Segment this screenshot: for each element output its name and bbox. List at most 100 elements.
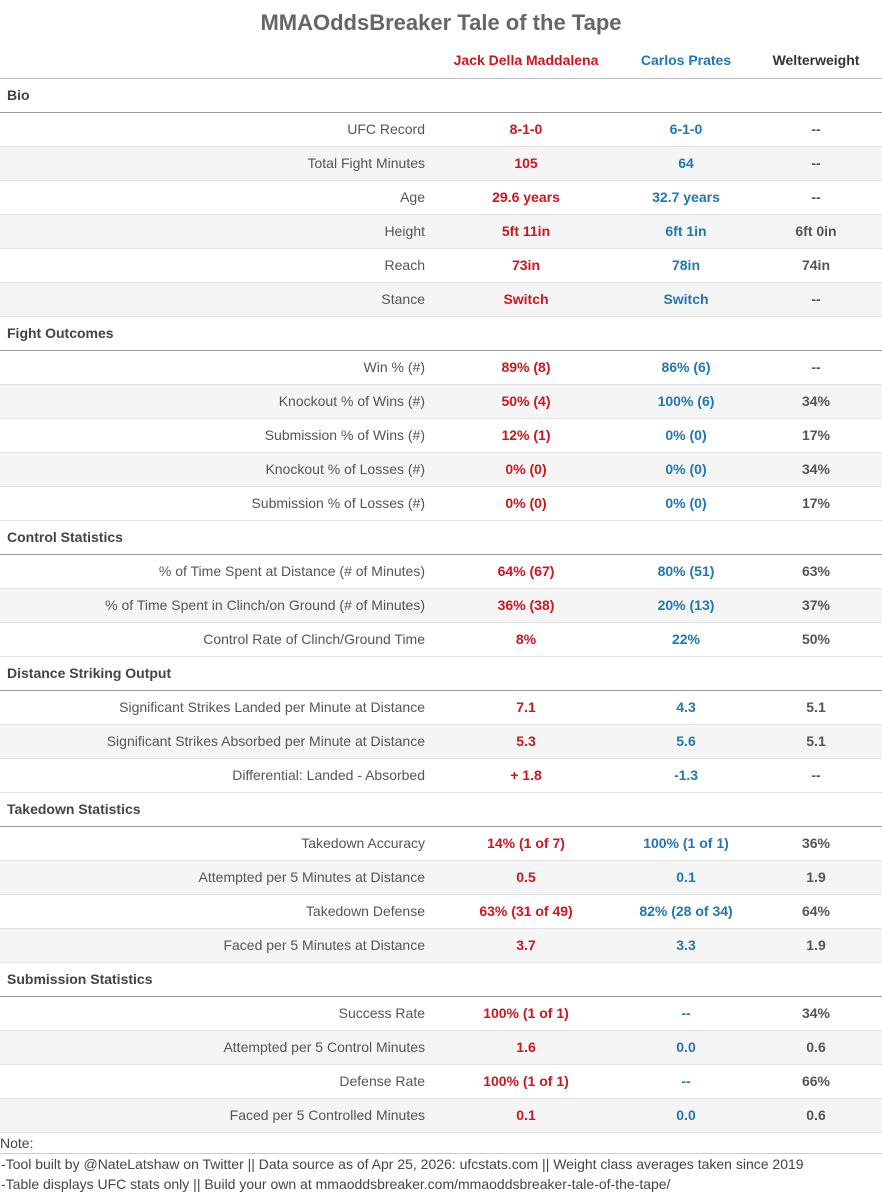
fighter1-value: 8-1-0 bbox=[509, 121, 543, 137]
fighter2-value: 100% (1 of 1) bbox=[643, 835, 729, 851]
row-label: Significant Strikes Landed per Minute at… bbox=[119, 699, 425, 715]
weight-class-average: 6ft 0in bbox=[795, 223, 837, 239]
table-row: Reach 73in 78in 74in bbox=[0, 249, 882, 283]
fighter1-name: Jack Della Maddalena bbox=[453, 52, 599, 68]
table-row: Attempted per 5 Control Minutes 1.6 0.0 0.6 bbox=[0, 1031, 882, 1065]
weight-class-average: 37% bbox=[801, 597, 831, 613]
row-label: Knockout % of Wins (#) bbox=[278, 393, 425, 409]
fighter2-value: 6-1-0 bbox=[669, 121, 703, 137]
weight-class-average: 0.6 bbox=[806, 1039, 826, 1055]
fighter1-value: 1.6 bbox=[516, 1039, 536, 1055]
fighter1-value: 100% (1 of 1) bbox=[483, 1005, 569, 1021]
fighter1-value: 0% (0) bbox=[505, 495, 547, 511]
fighter1-value: 64% (67) bbox=[497, 563, 555, 579]
section-header: Fight Outcomes bbox=[0, 317, 882, 351]
weight-class-average: -- bbox=[811, 155, 821, 171]
weight-class-average: -- bbox=[811, 767, 821, 783]
fighter2-value: -- bbox=[681, 1005, 691, 1021]
fighter1-value: 8% bbox=[515, 631, 537, 647]
fighter2-value: 0.0 bbox=[676, 1039, 696, 1055]
fighter1-value: 63% (31 of 49) bbox=[479, 903, 573, 919]
weight-class-average: -- bbox=[811, 359, 821, 375]
fighter1-value: 0% (0) bbox=[505, 461, 547, 477]
row-label: Faced per 5 Minutes at Distance bbox=[223, 937, 425, 953]
column-header-row: Jack Della Maddalena Carlos Prates Welte… bbox=[0, 46, 882, 79]
table-row: Significant Strikes Absorbed per Minute … bbox=[0, 725, 882, 759]
row-label: % of Time Spent at Distance (# of Minute… bbox=[158, 563, 425, 579]
table-row: Knockout % of Wins (#) 50% (4) 100% (6) 34% bbox=[0, 385, 882, 419]
fighter1-value: 14% (1 of 7) bbox=[487, 835, 565, 851]
table-row: Knockout % of Losses (#) 0% (0) 0% (0) 34% bbox=[0, 453, 882, 487]
row-label: Success Rate bbox=[338, 1005, 425, 1021]
stats-table: Bio UFC Record 8-1-0 6-1-0 -- Total Fight Min… bbox=[0, 79, 882, 1133]
table-row: Age 29.6 years 32.7 years -- bbox=[0, 181, 882, 215]
row-label: UFC Record bbox=[347, 121, 425, 137]
weight-class-average: 34% bbox=[801, 393, 831, 409]
weight-class-average: -- bbox=[811, 291, 821, 307]
fighter2-value: 32.7 years bbox=[652, 189, 720, 205]
weight-class-average: 34% bbox=[801, 1005, 831, 1021]
table-row: UFC Record 8-1-0 6-1-0 -- bbox=[0, 113, 882, 147]
fighter1-value: 0.5 bbox=[516, 869, 536, 885]
row-label: Age bbox=[400, 189, 425, 205]
weight-class-average: 17% bbox=[801, 427, 831, 443]
fighter1-value: 5ft 11in bbox=[501, 223, 551, 239]
table-row: Defense Rate 100% (1 of 1) -- 66% bbox=[0, 1065, 882, 1099]
row-label: Submission % of Wins (#) bbox=[264, 427, 425, 443]
weight-class-average: -- bbox=[811, 121, 821, 137]
page-title: MMAOddsBreaker Tale of the Tape bbox=[260, 10, 622, 35]
fighter2-value: -1.3 bbox=[673, 767, 699, 783]
section-header: Distance Striking Output bbox=[0, 657, 882, 691]
fighter1-value: 36% (38) bbox=[497, 597, 555, 613]
row-label: Defense Rate bbox=[339, 1073, 425, 1089]
fighter2-value: 0% (0) bbox=[665, 427, 707, 443]
notes-line-2: -Table displays UFC stats only || Build … bbox=[1, 1176, 671, 1192]
weight-class-average: -- bbox=[811, 189, 821, 205]
table-row: Takedown Defense 63% (31 of 49) 82% (28 of… bbox=[0, 895, 882, 929]
fighter1-value: 5.3 bbox=[516, 733, 536, 749]
table-row: % of Time Spent in Clinch/on Ground (# o… bbox=[0, 589, 882, 623]
table-row: Faced per 5 Controlled Minutes 0.1 0.0 0.6 bbox=[0, 1099, 882, 1133]
table-row: Differential: Landed - Absorbed + 1.8 -1.3… bbox=[0, 759, 882, 793]
table-row: Submission % of Wins (#) 12% (1) 0% (0) 17% bbox=[0, 419, 882, 453]
weight-class-average: 63% bbox=[801, 563, 831, 579]
row-label: Attempted per 5 Control Minutes bbox=[223, 1039, 425, 1055]
section-header: Submission Statistics bbox=[0, 963, 882, 997]
fighter2-value: 5.6 bbox=[676, 733, 696, 749]
table-row: Submission % of Losses (#) 0% (0) 0% (0) 17… bbox=[0, 487, 882, 521]
row-label: Height bbox=[384, 223, 425, 239]
row-label: Attempted per 5 Minutes at Distance bbox=[198, 869, 425, 885]
weight-class-average: 1.9 bbox=[806, 869, 826, 885]
fighter2-value: 3.3 bbox=[676, 937, 696, 953]
row-label: Knockout % of Losses (#) bbox=[265, 461, 425, 477]
fighter1-value: 50% (4) bbox=[501, 393, 551, 409]
row-label: Control Rate of Clinch/Ground Time bbox=[203, 631, 425, 647]
fighter2-value: 4.3 bbox=[676, 699, 696, 715]
fighter1-value: + 1.8 bbox=[510, 767, 542, 783]
fighter2-value: 0.1 bbox=[676, 869, 696, 885]
table-row: Faced per 5 Minutes at Distance 3.7 3.3 1.9 bbox=[0, 929, 882, 963]
fighter2-name: Carlos Prates bbox=[640, 52, 732, 68]
fighter1-value: 100% (1 of 1) bbox=[483, 1073, 569, 1089]
table-row: % of Time Spent at Distance (# of Minute… bbox=[0, 555, 882, 589]
row-label: Takedown Accuracy bbox=[301, 835, 425, 851]
fighter1-value: 105 bbox=[514, 155, 538, 171]
table-row: Win % (#) 89% (8) 86% (6) -- bbox=[0, 351, 882, 385]
row-label: Submission % of Losses (#) bbox=[251, 495, 425, 511]
row-label: Faced per 5 Controlled Minutes bbox=[229, 1107, 425, 1123]
fighter1-value: 0.1 bbox=[516, 1107, 536, 1123]
fighter2-value: 78in bbox=[671, 257, 700, 273]
fighter1-value: 89% (8) bbox=[501, 359, 551, 375]
fighter2-value: 0.0 bbox=[676, 1107, 696, 1123]
weight-class-average: 17% bbox=[801, 495, 831, 511]
fighter1-value: 73in bbox=[511, 257, 540, 273]
fighter2-value: 100% (6) bbox=[657, 393, 715, 409]
row-label: Total Fight Minutes bbox=[307, 155, 426, 171]
section-header: Bio bbox=[0, 79, 882, 113]
fighter2-value: 6ft 1in bbox=[665, 223, 707, 239]
table-row: Stance Switch Switch -- bbox=[0, 283, 882, 317]
table-row: Success Rate 100% (1 of 1) -- 34% bbox=[0, 997, 882, 1031]
table-row: Significant Strikes Landed per Minute at… bbox=[0, 691, 882, 725]
fighter2-value: 64 bbox=[678, 155, 694, 171]
weight-class-average: 50% bbox=[801, 631, 831, 647]
